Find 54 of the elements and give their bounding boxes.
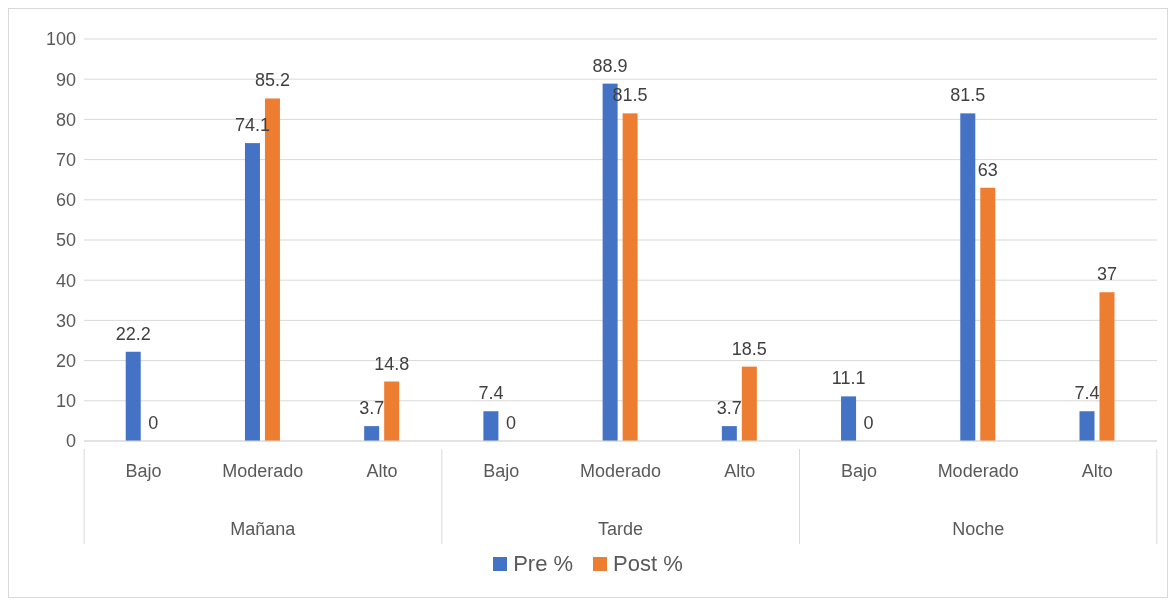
data-label: 3.7 [716, 398, 742, 419]
x-tick-label: Bajo [125, 461, 162, 481]
data-label: 0 [148, 413, 159, 433]
x-tick-label: Moderado [937, 461, 1019, 481]
bar [384, 381, 400, 441]
data-label: 0 [863, 413, 874, 433]
y-tick-label: 50 [55, 230, 76, 251]
data-label: 81.5 [950, 85, 986, 106]
bar [1079, 411, 1095, 441]
legend-label: Pre % [513, 551, 574, 577]
y-tick-label: 60 [55, 190, 76, 211]
x-tick-label: Bajo [483, 461, 520, 481]
data-label: 7.4 [1074, 383, 1100, 404]
y-tick-label: 40 [55, 270, 76, 291]
bar [721, 426, 737, 441]
data-label: 85.2 [254, 70, 290, 91]
data-label: 18.5 [731, 338, 767, 359]
y-tick-label: 20 [55, 350, 76, 371]
legend-label: Post % [613, 551, 683, 577]
data-label: 7.4 [478, 383, 504, 404]
data-label: 88.9 [592, 55, 628, 76]
x-tick-label: Moderado [579, 461, 662, 481]
y-tick-label: 30 [55, 310, 76, 331]
bar [364, 426, 380, 441]
y-tick-label: 10 [55, 391, 76, 412]
y-tick-label: 70 [55, 149, 76, 170]
data-label: 14.8 [374, 353, 410, 374]
y-tick-label: 80 [55, 109, 76, 130]
data-label: 3.7 [359, 398, 385, 419]
x-tick-label: Bajo [840, 461, 877, 481]
text: Mañana [230, 519, 297, 539]
bar [960, 113, 976, 441]
bar [483, 411, 499, 441]
x-tick-label: Moderado [222, 461, 304, 481]
x-tick-label: Alto [1081, 461, 1113, 481]
data-label: 37 [1096, 264, 1118, 285]
data-label: 22.2 [115, 323, 151, 344]
y-tick-label: 90 [55, 69, 76, 90]
bar [125, 351, 141, 441]
text: Noche [952, 519, 1005, 539]
data-label: 0 [505, 413, 516, 433]
bar [1099, 292, 1115, 441]
x-tick-label: Alto [366, 461, 398, 481]
bar [622, 113, 638, 441]
text: Tarde [597, 519, 644, 539]
bar [741, 366, 757, 441]
y-tick-label: 0 [65, 431, 76, 452]
bar [980, 187, 996, 441]
data-label: 63 [977, 159, 998, 180]
bar [841, 396, 857, 441]
bar [244, 143, 260, 441]
y-tick-label: 100 [45, 29, 76, 50]
x-tick-label: Alto [724, 461, 756, 481]
data-label: 11.1 [831, 368, 866, 389]
